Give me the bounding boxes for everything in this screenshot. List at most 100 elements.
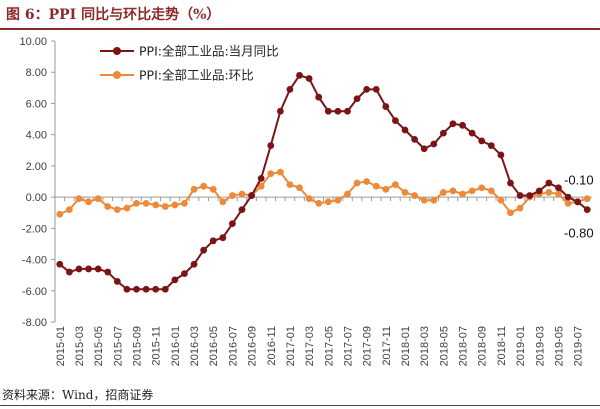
data-point (65, 268, 73, 276)
data-point (104, 203, 112, 210)
data-point (142, 285, 150, 293)
x-tick-label: 2017-11 (381, 326, 393, 366)
data-point (372, 182, 380, 190)
data-point (468, 187, 476, 195)
data-point (382, 103, 390, 110)
data-point (75, 195, 83, 203)
data-point (363, 85, 371, 93)
data-point (449, 120, 457, 128)
figure-title: 图 6：PPI 同比与环比走势（%） (6, 7, 221, 23)
data-point (65, 206, 73, 214)
data-point (564, 199, 572, 207)
x-tick-label: 2018-09 (477, 326, 489, 366)
data-point (324, 107, 332, 115)
data-point (238, 190, 246, 198)
data-point (439, 129, 447, 137)
data-point (315, 93, 323, 101)
y-tick-label: 8.00 (26, 67, 47, 79)
data-point (56, 210, 64, 218)
data-point (353, 95, 361, 103)
y-tick-label: 2.00 (26, 161, 47, 173)
data-point (161, 285, 169, 293)
data-point (257, 182, 265, 190)
data-point (171, 201, 179, 209)
data-point (161, 203, 169, 210)
legend-swatch-marker (113, 47, 121, 55)
x-tick-label: 2016-09 (247, 326, 259, 366)
y-tick-label: 6.00 (26, 98, 47, 110)
data-point (478, 137, 486, 145)
data-point (353, 179, 361, 187)
data-point (94, 265, 102, 273)
x-tick-label: 2016-01 (170, 326, 182, 366)
data-point (267, 170, 275, 178)
x-tick-label: 2019-07 (573, 326, 585, 366)
data-point (497, 151, 505, 159)
annotations: -0.10 -0.80 (564, 173, 594, 241)
data-point (142, 199, 150, 207)
data-point (583, 195, 591, 203)
bottom-divider (0, 405, 600, 406)
data-point (219, 234, 227, 242)
legend-swatch-marker (113, 71, 121, 79)
data-point (507, 209, 514, 217)
data-point (113, 206, 121, 214)
data-point (276, 107, 284, 115)
x-tick-label: 2018-03 (419, 326, 431, 366)
x-tick-label: 2016-11 (266, 326, 278, 366)
x-tick-label: 2017-09 (362, 326, 374, 366)
x-tick-label: 2017-03 (304, 326, 316, 366)
data-point (583, 206, 591, 214)
data-point (85, 265, 92, 273)
data-point (564, 193, 572, 201)
x-tick-label: 2018-11 (496, 326, 508, 366)
x-tick-label: 2015-09 (132, 326, 144, 366)
x-tick-label: 2016-03 (189, 326, 201, 366)
legend-label: PPI:全部工业品:当月同比 (139, 44, 279, 59)
data-point (75, 265, 83, 273)
data-point (411, 135, 418, 143)
data-point (190, 185, 198, 193)
data-point (276, 168, 284, 176)
data-point (487, 187, 495, 195)
data-point (574, 198, 582, 206)
data-point (123, 204, 131, 212)
y-tick-label: 0.00 (26, 192, 47, 204)
data-point (104, 268, 112, 276)
data-point (315, 199, 323, 207)
data-point (535, 187, 543, 195)
series-1 (56, 168, 591, 218)
data-point (286, 85, 294, 93)
series-lines (56, 71, 591, 293)
data-point (209, 185, 217, 193)
legend-item: PPI:全部工业品:当月同比 (100, 44, 279, 59)
data-point (324, 198, 332, 206)
data-point (401, 189, 409, 196)
data-point (296, 71, 303, 79)
data-point (430, 140, 438, 148)
x-tick-label: 2018-01 (400, 326, 412, 366)
data-point (401, 126, 409, 134)
data-point (171, 276, 179, 284)
data-point (190, 260, 198, 268)
data-point (133, 199, 140, 207)
axes: 10.00 8.00 6.00 4.00 2.00 0.00 -2.00 -4.00 -6.00… (19, 36, 592, 366)
data-point (296, 184, 303, 192)
data-point (152, 285, 160, 293)
data-point (555, 184, 562, 192)
data-point (516, 192, 524, 199)
data-point (478, 184, 486, 192)
data-point (229, 220, 236, 228)
y-tick-label: 10.00 (19, 36, 47, 48)
y-tick-label: -4.00 (22, 255, 47, 267)
data-point (152, 201, 160, 209)
y-tick-label: -8.00 (22, 317, 47, 329)
y-tick-label: 4.00 (26, 130, 47, 142)
data-point (133, 285, 140, 293)
data-point (305, 75, 313, 82)
data-point (449, 187, 457, 195)
x-tick-label: 2019-01 (515, 326, 527, 366)
data-point (181, 199, 188, 207)
data-point (123, 285, 131, 293)
